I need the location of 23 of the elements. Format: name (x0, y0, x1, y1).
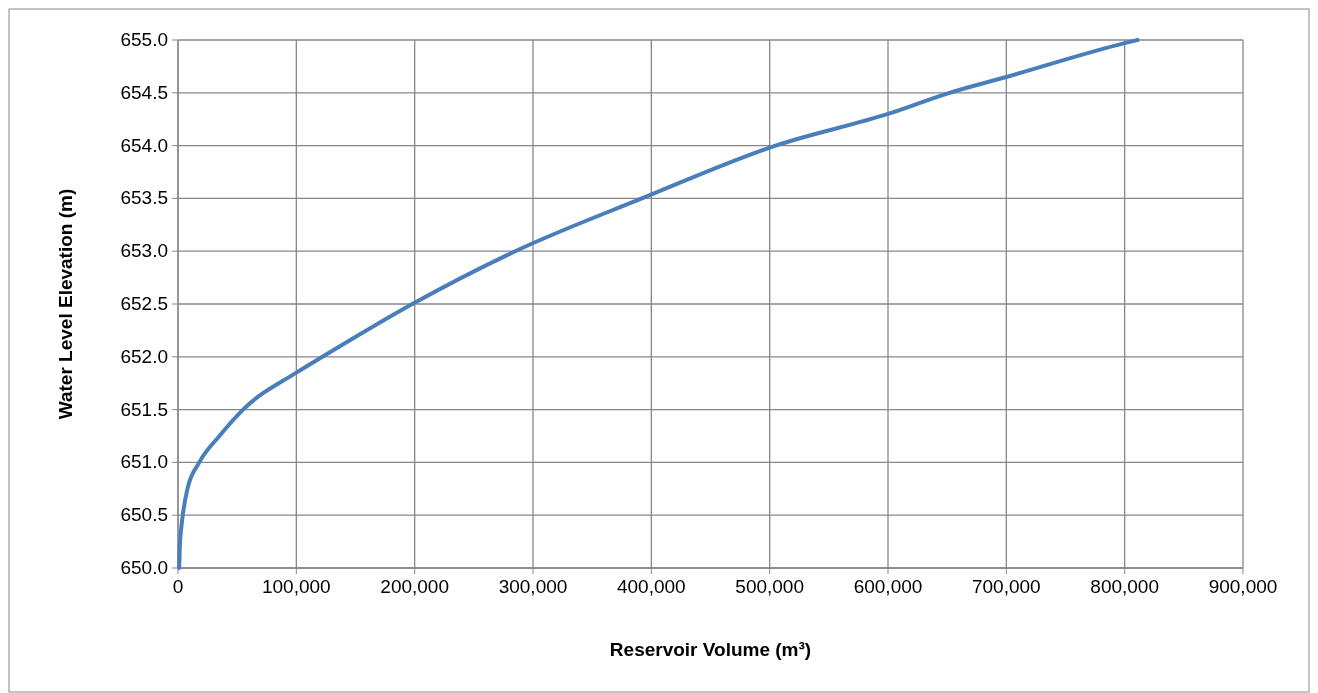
y-tick-label: 650.0 (120, 557, 168, 578)
x-tick-label: 700,000 (971, 576, 1041, 597)
x-tick-label: 500,000 (735, 576, 805, 597)
y-tick-label: 654.0 (120, 134, 168, 156)
x-axis-title: Reservoir Volume (m³) (609, 639, 812, 660)
y-tick-label: 652.5 (120, 293, 168, 314)
x-tick-label: 200,000 (380, 576, 450, 597)
y-axis-title: Water Level Elevation (m) (55, 188, 76, 420)
y-tick-label: 655.0 (120, 29, 168, 50)
y-tick-label: 654.5 (120, 81, 168, 103)
x-tick-label: 600,000 (853, 576, 923, 597)
y-tick-label: 653.5 (120, 187, 168, 209)
y-tick-label: 651.5 (120, 398, 168, 420)
x-tick-label: 0 (172, 576, 184, 597)
y-tick-label: 653.0 (120, 240, 168, 262)
y-tick-label: 651.0 (120, 451, 168, 473)
y-tick-label: 650.5 (120, 504, 168, 526)
x-tick-label: 800,000 (1090, 576, 1160, 597)
x-tick-label: 400,000 (616, 576, 686, 597)
y-tick-label: 652.0 (120, 345, 168, 367)
x-tick-label: 100,000 (261, 576, 331, 597)
x-tick-label: 300,000 (498, 576, 568, 597)
x-tick-label: 900,000 (1208, 576, 1278, 597)
